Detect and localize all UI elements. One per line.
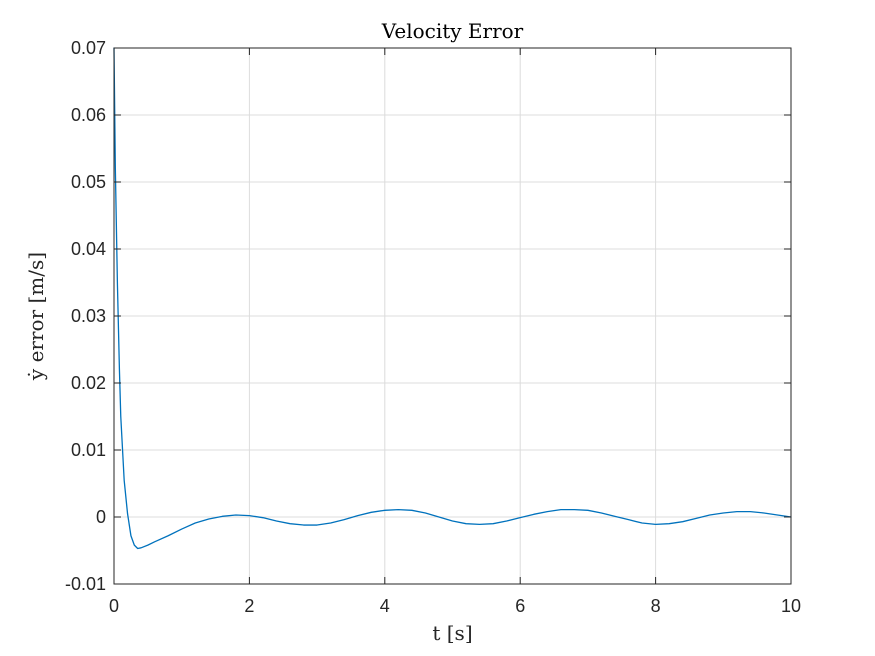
y-tick-label: 0.05 — [71, 172, 106, 192]
y-tick-label: 0 — [96, 507, 106, 527]
y-axis-label: ẏ error [m/s] — [24, 252, 48, 381]
y-tick-label: 0.02 — [71, 373, 106, 393]
x-tick-label: 8 — [651, 596, 661, 616]
y-tick-label: 0.04 — [71, 239, 106, 259]
y-tick-label: 0.06 — [71, 105, 106, 125]
series-line — [113, 47, 792, 550]
tick-marks — [113, 47, 792, 585]
y-tick-label: 0.03 — [71, 306, 106, 326]
chart-title: Velocity Error — [381, 19, 524, 43]
x-tick-label: 4 — [380, 596, 390, 616]
x-tick-label: 0 — [109, 596, 119, 616]
y-tick-label: 0.07 — [71, 38, 106, 58]
tick-labels: 0 2 4 6 8 10-0.0100.010.020.030.040.050.060.0… — [65, 38, 801, 616]
y-tick-label: -0.01 — [65, 574, 106, 594]
x-axis-label: t [s] — [432, 621, 472, 645]
y-tick-label: 0.01 — [71, 440, 106, 460]
series-layer — [113, 47, 792, 550]
x-tick-label: 6 — [515, 596, 525, 616]
x-tick-label: 2 — [244, 596, 254, 616]
x-tick-label: 10 — [781, 596, 801, 616]
